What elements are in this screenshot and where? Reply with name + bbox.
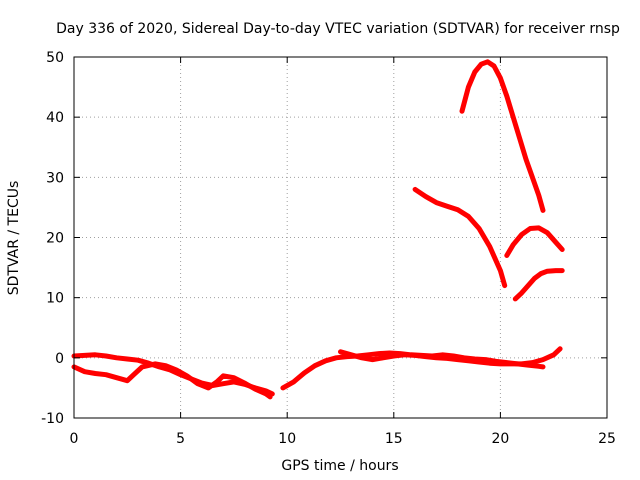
y-tick-label: 30 xyxy=(46,170,64,186)
x-tick-label: 15 xyxy=(385,431,403,447)
x-tick-label: 20 xyxy=(491,431,509,447)
y-tick-label: 50 xyxy=(46,50,64,66)
series-line-8 xyxy=(512,268,565,302)
series-line-2 xyxy=(71,361,273,400)
x-tick-label: 0 xyxy=(70,431,79,447)
axis-ticks: 0 5 10 15 20 25 -10 0 10 20 30 40 50 xyxy=(41,50,616,447)
y-tick-label: 10 xyxy=(46,291,64,307)
y-tick-label: -10 xyxy=(41,411,64,427)
x-axis-label: GPS time / hours xyxy=(281,458,398,474)
series-line-6 xyxy=(459,59,546,213)
y-axis-label: SDTVAR / TECUs xyxy=(6,181,22,296)
series-line-5 xyxy=(412,186,508,289)
x-tick-label: 25 xyxy=(598,431,616,447)
y-tick-label: 0 xyxy=(55,351,64,367)
data-series xyxy=(71,59,565,400)
x-tick-label: 5 xyxy=(176,431,185,447)
x-tick-label: 10 xyxy=(278,431,296,447)
series-line-7 xyxy=(504,225,565,258)
series-line-4 xyxy=(338,346,563,367)
y-tick-label: 20 xyxy=(46,231,64,247)
chart-title: Day 336 of 2020, Sidereal Day-to-day VTE… xyxy=(56,21,620,37)
y-tick-label: 40 xyxy=(46,110,64,126)
